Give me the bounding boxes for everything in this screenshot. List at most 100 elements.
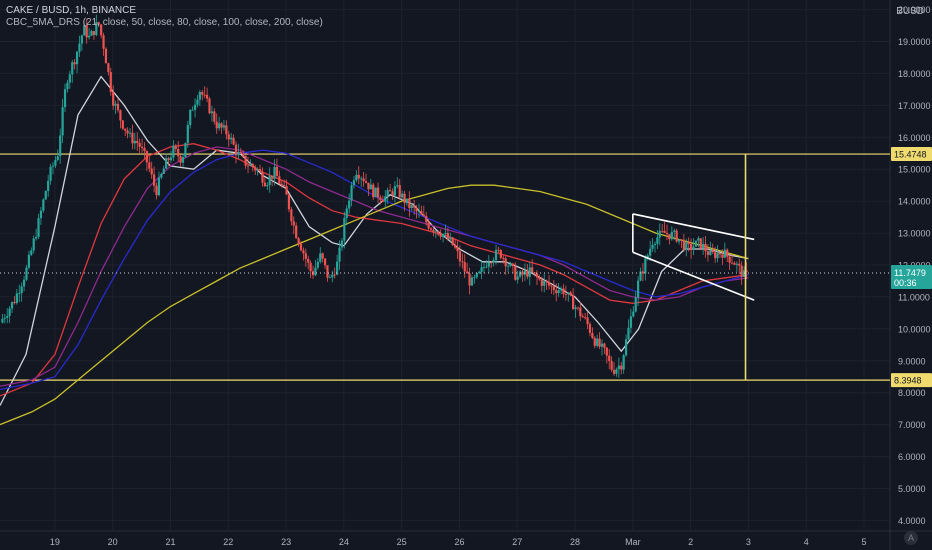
candle-up [617,365,620,370]
candle-up [256,169,259,171]
candle-down [403,193,406,204]
candle-down [605,347,608,356]
price-tick-label: 7.0000 [898,420,926,430]
price-tick-label: 20.0000 [898,5,931,15]
candle-up [1,318,4,323]
candle-up [157,177,161,196]
candle-up [492,259,495,263]
tradingview-logo-icon[interactable]: A [904,531,918,545]
candle-up [384,196,387,202]
time-tick-label: Mar [625,537,641,547]
candle-up [133,140,136,144]
price-tick-label: 4.0000 [898,516,926,526]
candle-down [608,355,611,361]
candle-down [603,343,606,348]
candle-up [172,145,175,158]
trendlines [632,154,755,381]
candle-down [131,132,134,144]
candle-up [32,238,35,251]
candle-up [27,254,30,268]
candle-down [304,253,307,259]
candle-down [555,290,558,294]
time-tick-label: 20 [108,537,118,547]
candle-down [333,274,336,276]
candle-down [545,280,548,283]
candle-up [637,280,640,298]
candle-down [689,243,693,250]
candle-down [591,332,594,338]
candle-down [153,174,156,186]
moving-average-100 [0,149,749,391]
candle-down [100,24,103,36]
candle-up [268,175,271,185]
candle-down [227,134,230,140]
candle-up [692,246,695,250]
candle-down [675,230,678,242]
candle-up [396,185,399,187]
candle-up [273,166,276,179]
candle-up [66,82,69,90]
price-tick-label: 16.0000 [898,133,931,143]
candle-down [398,185,401,198]
price-tick-label: 13.0000 [898,229,931,239]
candle-up [49,166,52,181]
indicator-legend[interactable]: CBC_5MA_DRS (21, close, 50, close, 80, c… [6,17,323,28]
candle-down [283,184,286,187]
candle-down [107,63,110,73]
candle-down [280,183,283,185]
candle-down [302,250,305,254]
candle-down [203,94,206,96]
candle-up [685,242,688,250]
candle-down [408,198,411,209]
candle-up [632,311,635,317]
candle-up [78,43,81,52]
candle-up [345,208,348,219]
candle-up [516,276,519,280]
candle-up [222,125,226,128]
level-price-label: 15.4748 [894,150,927,160]
price-tick-label: 5.0000 [898,484,926,494]
candle-up [42,199,45,211]
candle-down [429,228,433,230]
horizontal-levels [0,153,890,381]
candle-down [497,249,500,251]
candle-down [232,137,235,145]
candle-down [116,103,120,111]
candle-down [588,324,592,333]
candle-up [470,277,474,286]
candle-up [90,31,93,36]
candle-down [311,271,315,276]
candle-down [215,121,218,129]
candle-up [644,258,647,274]
candle-down [379,197,382,201]
candle-down [721,254,724,258]
candle-down [456,247,459,252]
candle-down [73,62,76,65]
candle-down [706,251,710,255]
candle-up [350,185,353,201]
candle-up [319,253,322,262]
time-tick-label: 23 [281,537,291,547]
candle-up [519,271,522,277]
candle-down [413,205,416,208]
candle-down [244,155,247,166]
time-tick-label: 4 [804,537,809,547]
candle-down [504,258,507,267]
candle-down [499,250,502,258]
candle-up [374,187,377,198]
candle-up [480,267,483,272]
candle-down [242,153,245,156]
symbol-title[interactable]: CAKE / BUSD, 1h, BINANCE [6,5,137,16]
candle-down [665,232,669,235]
candle-up [444,232,447,235]
candle-up [54,160,57,166]
candle-up [336,261,339,275]
candle-down [290,209,293,222]
candle-up [128,132,132,134]
candle-down [446,232,449,240]
candle-down [220,123,223,128]
candle-up [369,184,372,190]
candle-up [22,279,26,287]
